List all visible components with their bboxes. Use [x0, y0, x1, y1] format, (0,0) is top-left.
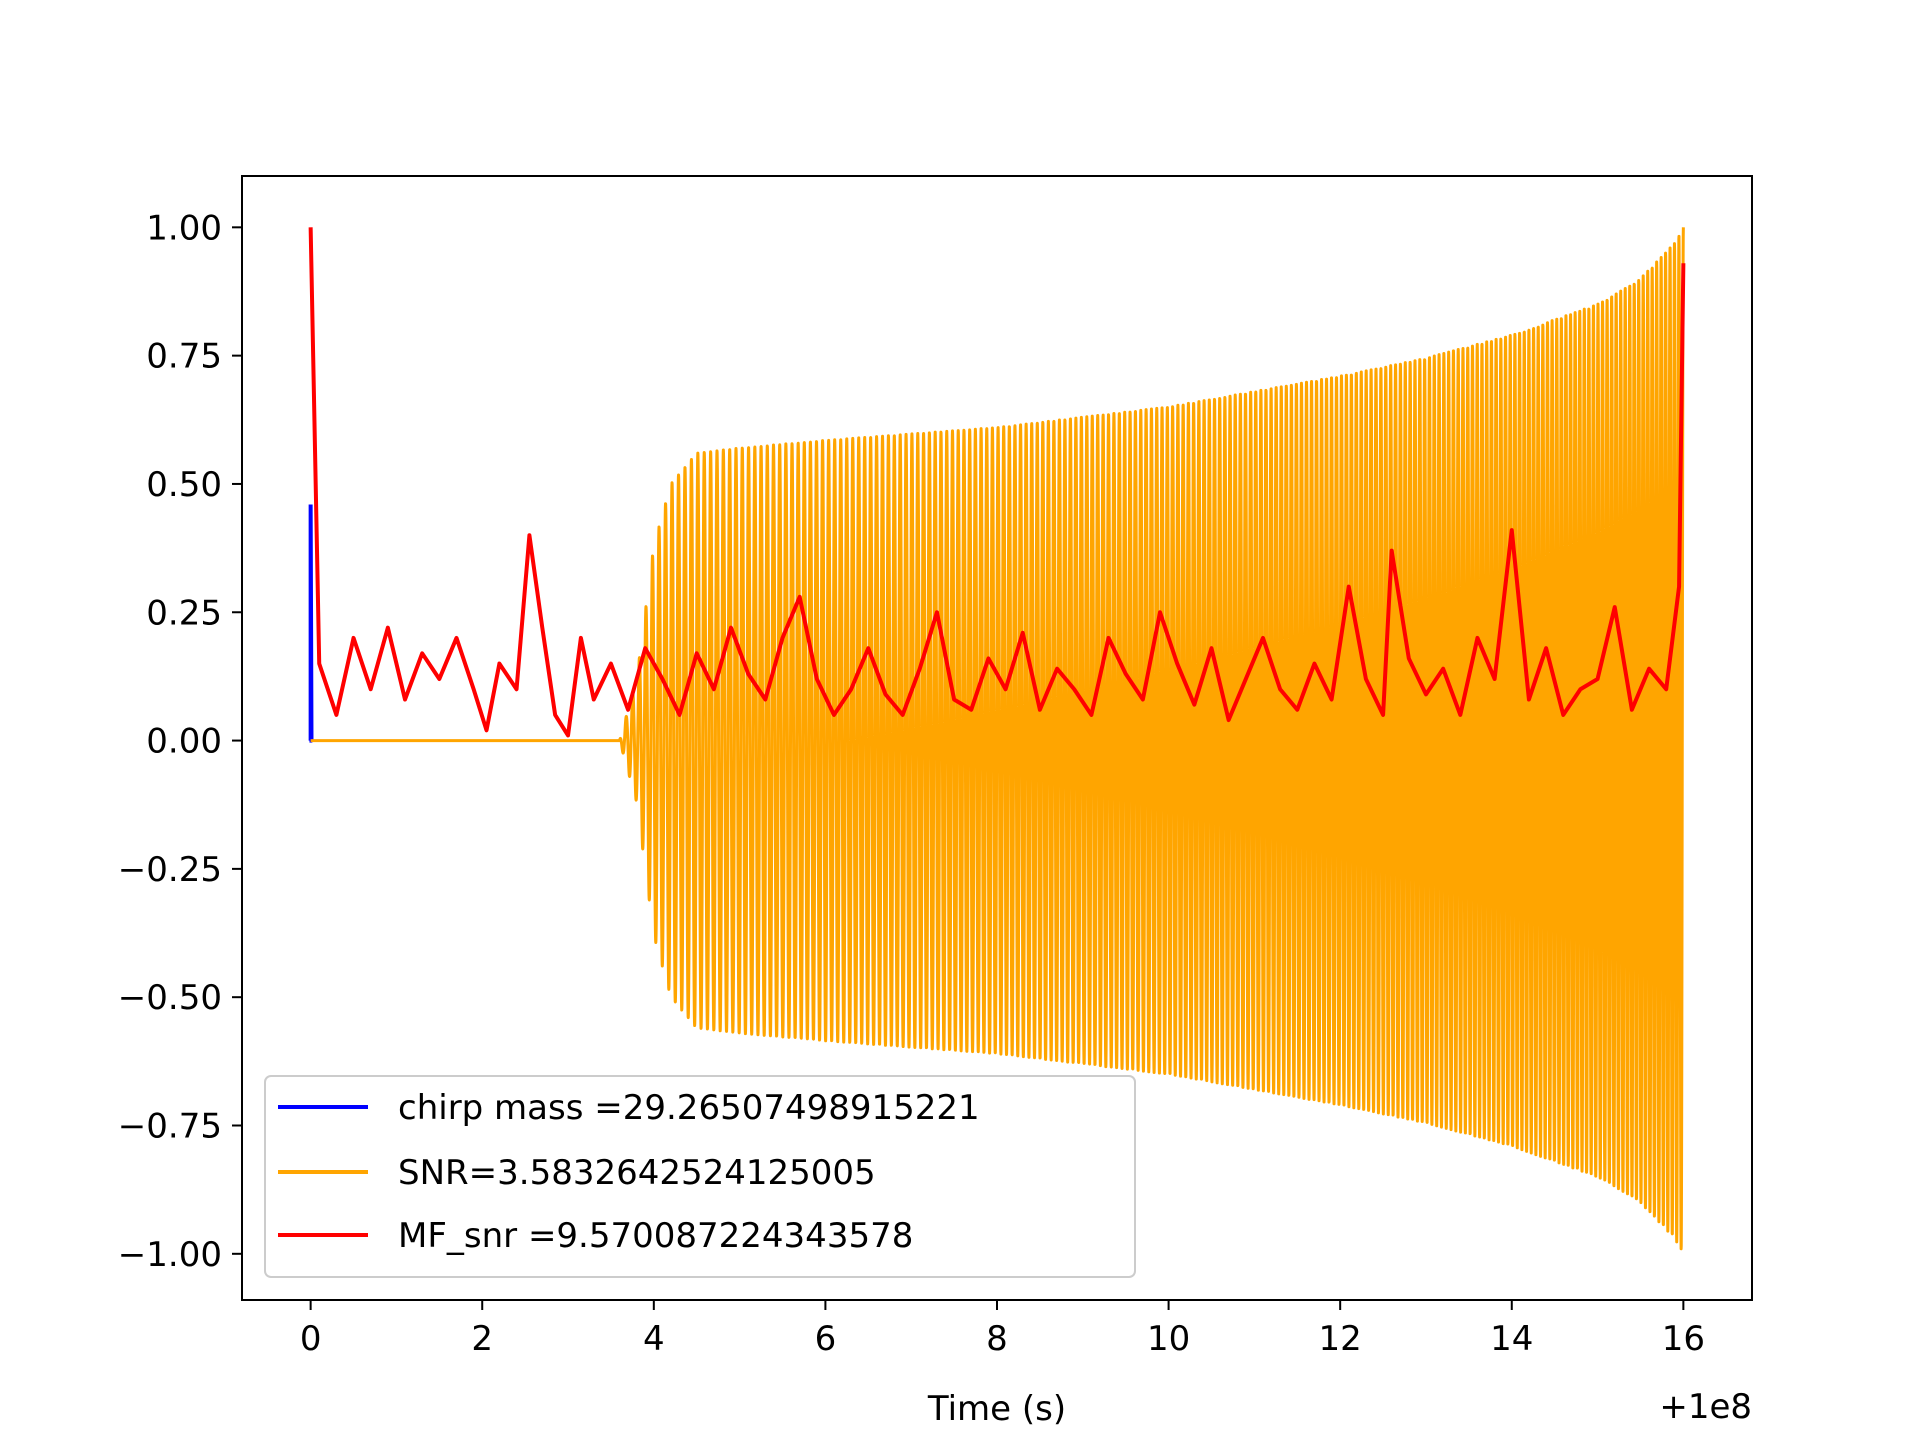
- x-axis-title: Time (s): [927, 1389, 1066, 1429]
- y-tick-label: 1.00: [146, 208, 222, 248]
- x-axis: 0 2 4 6 8 10 12 14 16: [300, 1300, 1705, 1359]
- y-tick-label: −0.50: [118, 978, 222, 1018]
- series-line-mf-snr: [308, 227, 1686, 738]
- legend-label-chirp-mass: chirp mass =29.26507498915221: [398, 1088, 980, 1128]
- x-tick-label: 0: [300, 1319, 322, 1359]
- x-tick-label: 8: [986, 1319, 1008, 1359]
- y-tick-label: −1.00: [118, 1235, 222, 1275]
- y-tick-label: 0.50: [146, 465, 222, 505]
- legend-label-snr: SNR=3.5832642524125005: [398, 1153, 876, 1193]
- x-tick-label: 12: [1319, 1319, 1362, 1359]
- y-tick-label: −0.75: [118, 1106, 222, 1146]
- series-line-snr: [310, 227, 1685, 1251]
- x-offset-label: +1e8: [1659, 1387, 1752, 1427]
- x-tick-label: 6: [815, 1319, 837, 1359]
- x-tick-label: 10: [1147, 1319, 1190, 1359]
- y-tick-label: 0.75: [146, 337, 222, 377]
- legend-box: [264, 1075, 1136, 1278]
- y-tick-label: −0.25: [118, 850, 222, 890]
- plot-area: [308, 227, 1686, 1251]
- x-tick-label: 2: [471, 1319, 493, 1359]
- legend: chirp mass =29.26507498915221 SNR=3.5832…: [264, 1075, 1136, 1278]
- x-tick-label: 14: [1490, 1319, 1533, 1359]
- series-line-chirp-mass: [308, 504, 314, 743]
- y-tick-label: 0.25: [146, 593, 222, 633]
- y-tick-label: 0.00: [146, 722, 222, 762]
- y-axis: 1.00 0.75 0.50 0.25 0.00 −0.25 −0.50 −0.75 −1.00: [118, 208, 242, 1275]
- x-tick-label: 16: [1662, 1319, 1705, 1359]
- legend-label-mf-snr: MF_snr =9.570087224343578: [398, 1216, 913, 1256]
- x-tick-label: 4: [643, 1319, 665, 1359]
